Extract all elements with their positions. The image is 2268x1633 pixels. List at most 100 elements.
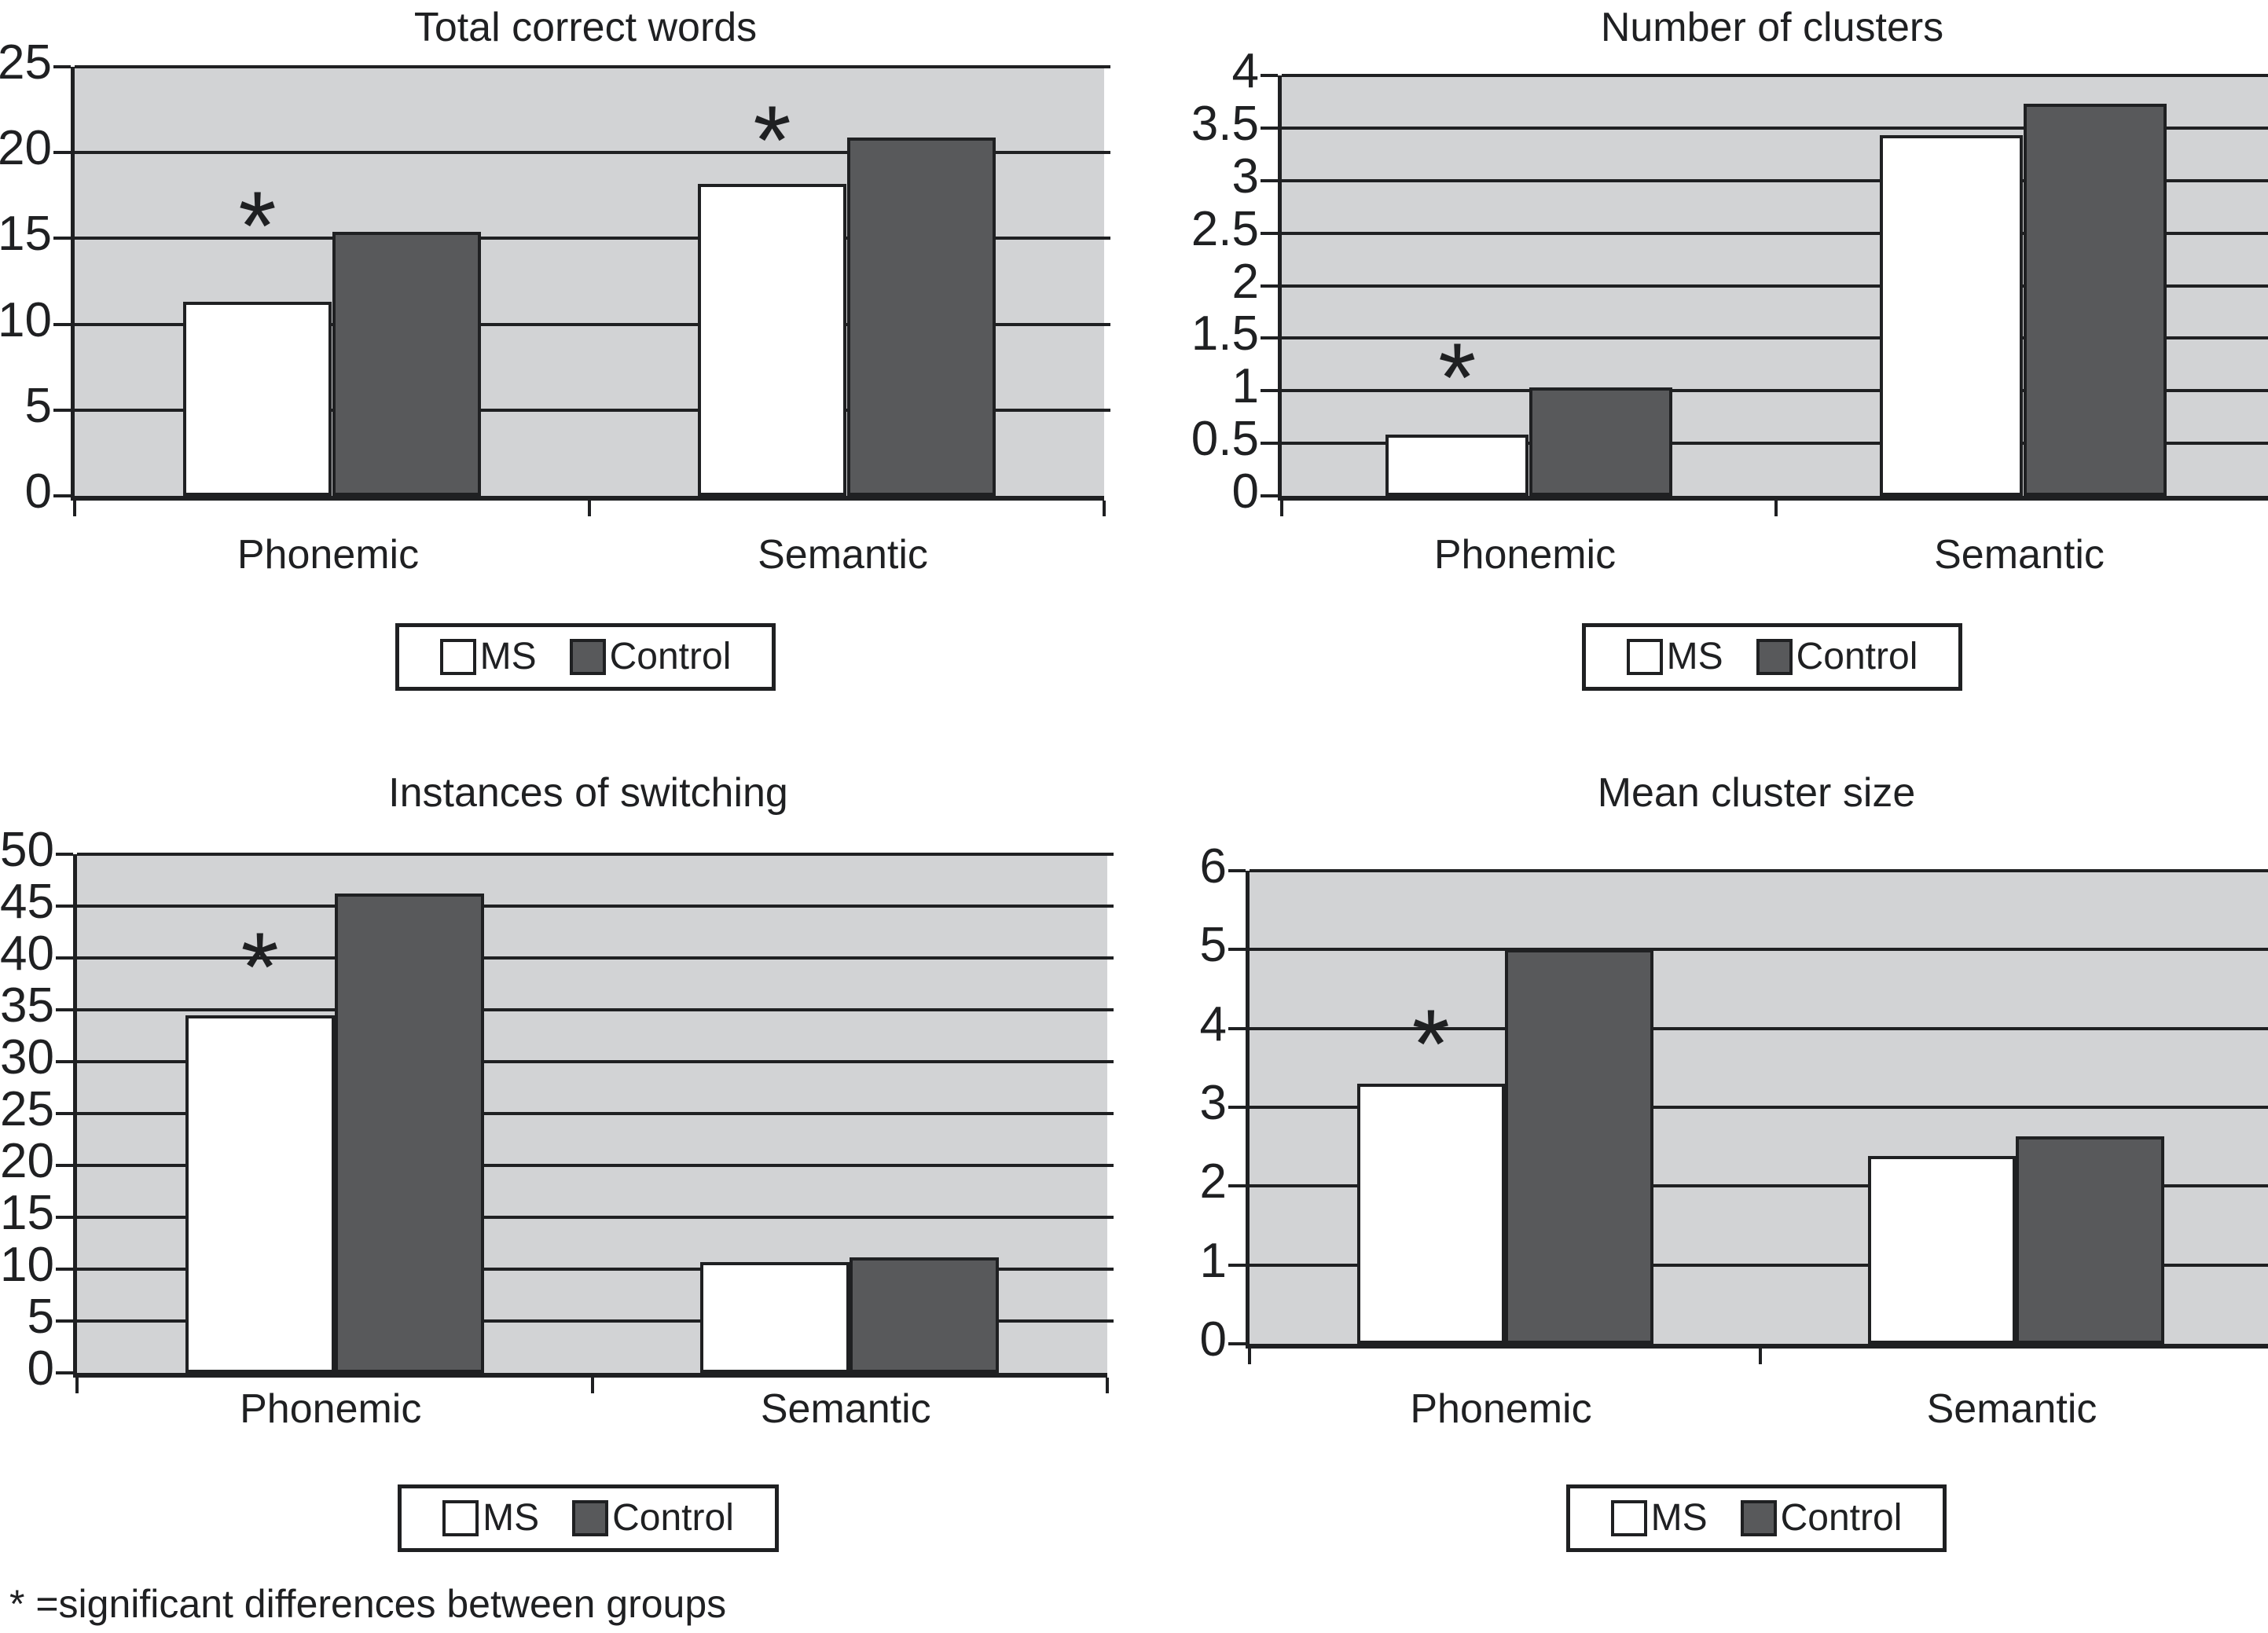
gridline (1250, 1184, 2268, 1188)
gridline (77, 1319, 1114, 1323)
ms-bar-phonemic (182, 302, 332, 496)
y-tick-label: 2 (1199, 1154, 1227, 1209)
x-axis-tick (75, 1378, 79, 1393)
y-axis-tick (1228, 1184, 1246, 1188)
ms-bar-semantic (1867, 1156, 2016, 1344)
x-axis-tick (590, 1378, 594, 1393)
y-tick-label: 5 (24, 378, 52, 433)
y-tick-label: 1 (1199, 1233, 1227, 1288)
gridline (75, 408, 1110, 412)
chart-title: Mean cluster size (1597, 770, 1916, 816)
legend-item: Control (1756, 638, 1918, 676)
y-axis-tick (1228, 1342, 1246, 1345)
y-axis-tick (56, 905, 73, 908)
ms-bar-semantic (700, 1261, 850, 1373)
x-category-label: Semantic (1934, 532, 2105, 578)
x-axis-tick (1103, 501, 1106, 516)
gridline (77, 1164, 1114, 1167)
y-axis-tick (56, 1319, 73, 1323)
y-axis-tick (1261, 336, 1278, 340)
gridline (75, 151, 1110, 155)
x-category-label: Phonemic (237, 532, 420, 578)
plot-area: * * (53, 65, 1110, 516)
footnote: * =significant differences between group… (9, 1582, 727, 1626)
y-tick-label: 0 (27, 1341, 54, 1396)
gridline (1282, 231, 2268, 235)
x-axis-tick (588, 501, 591, 516)
legend: MS Control (1246, 1484, 2267, 1552)
legend-box: MS Control (1565, 1484, 1947, 1552)
y-axis-tick (56, 1371, 73, 1374)
x-category-label: Phonemic (240, 1386, 422, 1432)
y-axis-tick (53, 151, 71, 155)
y-axis-tick (53, 237, 71, 240)
x-axis-labels: Phonemic Semantic (1278, 532, 2266, 578)
control-swatch (572, 1500, 609, 1536)
y-axis-tick (56, 1060, 73, 1063)
gridline (1282, 74, 2268, 77)
x-axis-tick (1248, 1349, 1251, 1364)
gridline (1250, 1263, 2268, 1267)
x-category-label: Phonemic (1433, 532, 1617, 578)
y-axis-tick (53, 322, 71, 326)
y-tick-label: 3 (1199, 1076, 1227, 1131)
y-axis-tick (1261, 442, 1278, 446)
legend-box: MS Control (1581, 623, 1963, 691)
significance-asterisk: * (753, 86, 791, 196)
y-axis-tick (1228, 1106, 1246, 1109)
gridline (77, 956, 1114, 960)
gridline (1282, 178, 2268, 182)
chart-title: Instances of switching (388, 770, 788, 816)
y-tick-label: 15 (0, 1186, 54, 1241)
y-axis-tick (1228, 869, 1246, 872)
legend-label: Control (1796, 636, 1918, 677)
ms-swatch (439, 639, 476, 675)
gridline (77, 1216, 1114, 1219)
significance-asterisk: * (1438, 323, 1477, 432)
legend-label: MS (1650, 1497, 1708, 1539)
y-tick-label: 1 (1231, 359, 1259, 414)
chart-instances-of-switching: Instances of switching * 0 5 10 15 20 25 30 35 4… (0, 766, 1134, 1633)
control-swatch (1740, 1500, 1777, 1536)
legend-item: Control (1740, 1497, 1903, 1539)
y-tick-label: 2 (1231, 254, 1259, 309)
legend-item: Control (569, 638, 731, 676)
legend-item: Control (572, 1499, 734, 1537)
gridline (1282, 442, 2268, 446)
gridline (1282, 284, 2268, 288)
legend-label: MS (479, 636, 537, 677)
control-bar-semantic (850, 1257, 1000, 1373)
y-tick-label: 3 (1231, 149, 1259, 204)
x-axis-tick (1759, 1349, 1762, 1364)
y-axis-tick (56, 853, 73, 856)
y-axis-labels: 0 1 2 3 4 5 6 (1134, 842, 1227, 1364)
ms-bar-semantic (1880, 135, 2024, 496)
y-tick-label: 20 (0, 121, 52, 176)
legend: MS Control (71, 623, 1100, 691)
y-tick-label: 1.5 (1191, 306, 1259, 361)
y-axis-tick (1228, 1026, 1246, 1030)
control-bar-phonemic (334, 894, 484, 1373)
x-axis-tick (1280, 501, 1283, 516)
ms-bar-phonemic (1356, 1083, 1505, 1344)
y-axis-labels: 0 0.5 1 1.5 2 2.5 3 3.5 4 (1134, 47, 1259, 516)
legend-item: MS (1626, 638, 1723, 676)
legend-label: Control (1780, 1497, 1903, 1539)
y-axis-tick (1261, 74, 1278, 77)
y-tick-label: 15 (0, 207, 52, 262)
plot-area: * (1228, 869, 2268, 1364)
y-axis-tick (1261, 126, 1278, 130)
y-axis-tick (53, 494, 71, 497)
legend-box: MS Control (395, 623, 776, 691)
y-tick-label: 6 (1199, 839, 1227, 894)
legend-label: MS (483, 1497, 540, 1539)
x-category-label: Semantic (760, 1386, 931, 1432)
y-tick-label: 25 (0, 1082, 54, 1137)
legend: MS Control (73, 1484, 1103, 1552)
y-axis-tick (1228, 1263, 1246, 1267)
gridline (75, 237, 1110, 240)
y-axis-labels: 0 5 10 15 20 25 (0, 39, 52, 516)
y-tick-label: 30 (0, 1030, 54, 1085)
gridline (77, 1008, 1114, 1011)
x-axis-tick (1774, 501, 1778, 516)
